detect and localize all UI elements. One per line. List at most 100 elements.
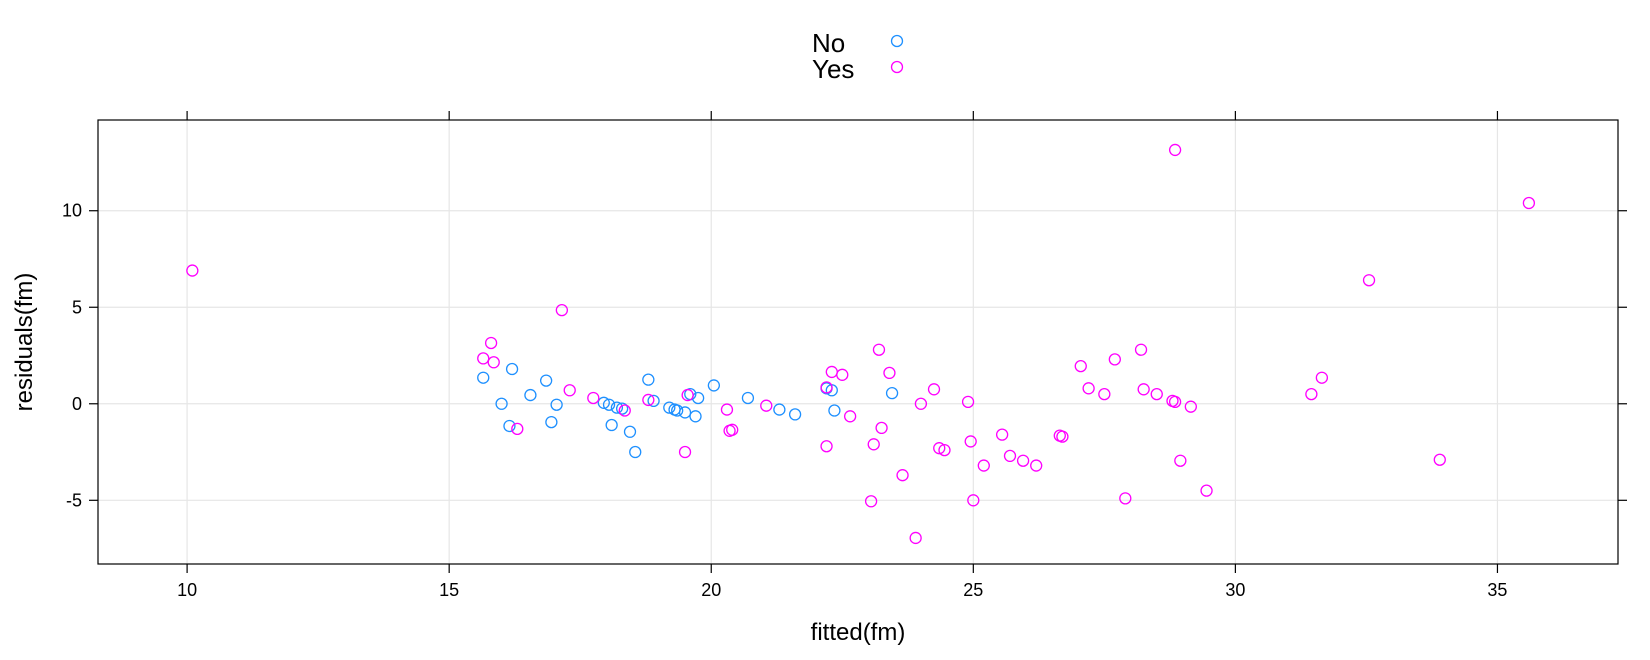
legend-label: No [812, 28, 845, 58]
data-point [909, 531, 922, 545]
data-point [605, 418, 618, 432]
data-point [1056, 430, 1069, 443]
data-point [938, 443, 951, 457]
data-point [896, 469, 909, 482]
data-point [487, 356, 500, 369]
data-point [647, 394, 660, 408]
data-point [1119, 492, 1132, 505]
data-point [836, 368, 849, 381]
legend-label: Yes [812, 54, 854, 84]
legend-marker [890, 60, 904, 74]
data-point [1174, 454, 1187, 467]
data-point [1098, 387, 1111, 401]
plot-frame [97, 119, 1619, 565]
data-point [707, 379, 721, 392]
data-point [885, 387, 899, 400]
data-point [524, 388, 537, 402]
data-point [760, 399, 773, 412]
data-point [539, 374, 553, 387]
data-point [1137, 383, 1150, 396]
data-point [597, 396, 610, 409]
data-point [1433, 453, 1446, 466]
data-point [843, 410, 857, 423]
data-point [1030, 459, 1043, 472]
data-point [545, 415, 558, 429]
data-point [678, 445, 692, 459]
data-point [883, 366, 896, 380]
x-tick-label: 30 [1225, 580, 1245, 600]
data-point [623, 425, 637, 438]
data-point [720, 403, 734, 416]
x-tick-label: 25 [963, 580, 983, 600]
data-point [563, 384, 576, 397]
legend-marker [890, 34, 904, 48]
data-point [495, 397, 508, 410]
data-point [1003, 449, 1017, 463]
data-point [977, 459, 990, 472]
data-point [867, 438, 880, 451]
data-point [995, 428, 1009, 441]
axis-ticks: 10 15 20 25 30 35 -5 0 5 10 [62, 111, 1627, 600]
data-point [1108, 353, 1121, 366]
x-tick-label: 20 [701, 580, 721, 600]
data-point [671, 404, 684, 417]
data-point [1184, 400, 1197, 413]
data-point [927, 383, 941, 396]
data-point [967, 494, 980, 507]
data-point [550, 398, 563, 411]
data-point [484, 336, 498, 350]
data-point [773, 403, 786, 416]
series-yes [186, 143, 1536, 545]
data-point [864, 495, 878, 508]
data-point [555, 303, 569, 317]
data-point [1200, 484, 1213, 497]
data-point [186, 264, 199, 277]
data-point [618, 404, 631, 417]
y-tick-label: 5 [72, 297, 82, 317]
data-point [1150, 387, 1163, 401]
data-point [828, 404, 841, 417]
data-point [872, 343, 886, 356]
series-no [477, 362, 899, 459]
y-tick-label: 10 [62, 201, 82, 221]
data-point [602, 398, 616, 411]
data-point [1082, 382, 1095, 395]
data-point [726, 423, 739, 436]
x-tick-label: 10 [177, 580, 197, 600]
data-point [477, 352, 490, 365]
data-point [1305, 387, 1318, 401]
data-point [961, 395, 975, 408]
data-point [820, 440, 833, 453]
data-point [610, 401, 624, 414]
y-tick-label: 0 [72, 394, 82, 414]
y-tick-label: -5 [66, 490, 82, 510]
x-tick-label: 15 [439, 580, 459, 600]
data-point [477, 371, 490, 384]
x-axis-title: fitted(fm) [811, 619, 906, 646]
data-point [642, 373, 655, 386]
data-point [1168, 395, 1182, 408]
data-point [503, 419, 516, 433]
data-point [820, 381, 833, 394]
data-point [1168, 143, 1182, 157]
data-point [1522, 196, 1536, 210]
y-axis-title: residuals(fm) [11, 273, 38, 412]
data-point [788, 408, 802, 421]
data-point [964, 435, 977, 448]
data-point [678, 406, 692, 419]
data-point [642, 393, 655, 407]
data-point [1315, 371, 1329, 384]
data-point [689, 410, 702, 423]
data-point [1362, 274, 1376, 287]
data-point [663, 401, 676, 414]
data-point [681, 388, 694, 402]
data-point [933, 442, 946, 455]
data-point [587, 391, 600, 405]
data-point [1016, 454, 1030, 467]
data-point [825, 365, 838, 379]
data-point [511, 422, 524, 436]
data-point [875, 421, 888, 435]
data-point [505, 362, 519, 376]
